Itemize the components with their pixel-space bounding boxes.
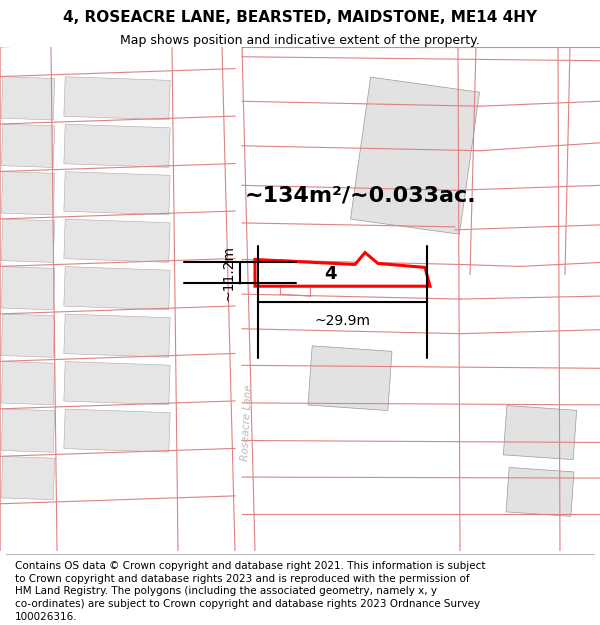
Text: ~134m²/~0.033ac.: ~134m²/~0.033ac. — [244, 185, 476, 205]
Polygon shape — [64, 77, 170, 120]
Polygon shape — [64, 267, 170, 310]
Text: 4, ROSEACRE LANE, BEARSTED, MAIDSTONE, ME14 4HY: 4, ROSEACRE LANE, BEARSTED, MAIDSTONE, M… — [63, 10, 537, 25]
Polygon shape — [1, 409, 55, 452]
Polygon shape — [1, 219, 55, 262]
Text: co-ordinates) are subject to Crown copyright and database rights 2023 Ordnance S: co-ordinates) are subject to Crown copyr… — [15, 599, 480, 609]
Polygon shape — [1, 172, 55, 215]
Polygon shape — [64, 219, 170, 262]
Polygon shape — [64, 124, 170, 168]
Polygon shape — [64, 361, 170, 405]
Polygon shape — [1, 456, 55, 500]
Polygon shape — [1, 124, 55, 168]
Polygon shape — [350, 77, 479, 234]
Text: ~11.2m: ~11.2m — [221, 245, 235, 301]
Text: Map shows position and indicative extent of the property.: Map shows position and indicative extent… — [120, 34, 480, 47]
Text: Contains OS data © Crown copyright and database right 2021. This information is : Contains OS data © Crown copyright and d… — [15, 561, 485, 571]
Polygon shape — [308, 346, 392, 411]
Polygon shape — [503, 406, 577, 459]
Text: ~29.9m: ~29.9m — [314, 314, 371, 328]
Polygon shape — [64, 172, 170, 215]
Polygon shape — [1, 266, 55, 310]
Polygon shape — [64, 314, 170, 358]
Text: 4: 4 — [324, 266, 336, 283]
Polygon shape — [1, 77, 55, 120]
Polygon shape — [255, 253, 430, 286]
Polygon shape — [64, 409, 170, 452]
Polygon shape — [1, 361, 55, 405]
Polygon shape — [506, 468, 574, 516]
Text: 100026316.: 100026316. — [15, 612, 77, 622]
Polygon shape — [1, 314, 55, 358]
Text: to Crown copyright and database rights 2023 and is reproduced with the permissio: to Crown copyright and database rights 2… — [15, 574, 470, 584]
Text: Roseacre Lane: Roseacre Lane — [240, 384, 254, 461]
Text: HM Land Registry. The polygons (including the associated geometry, namely x, y: HM Land Registry. The polygons (includin… — [15, 586, 437, 596]
